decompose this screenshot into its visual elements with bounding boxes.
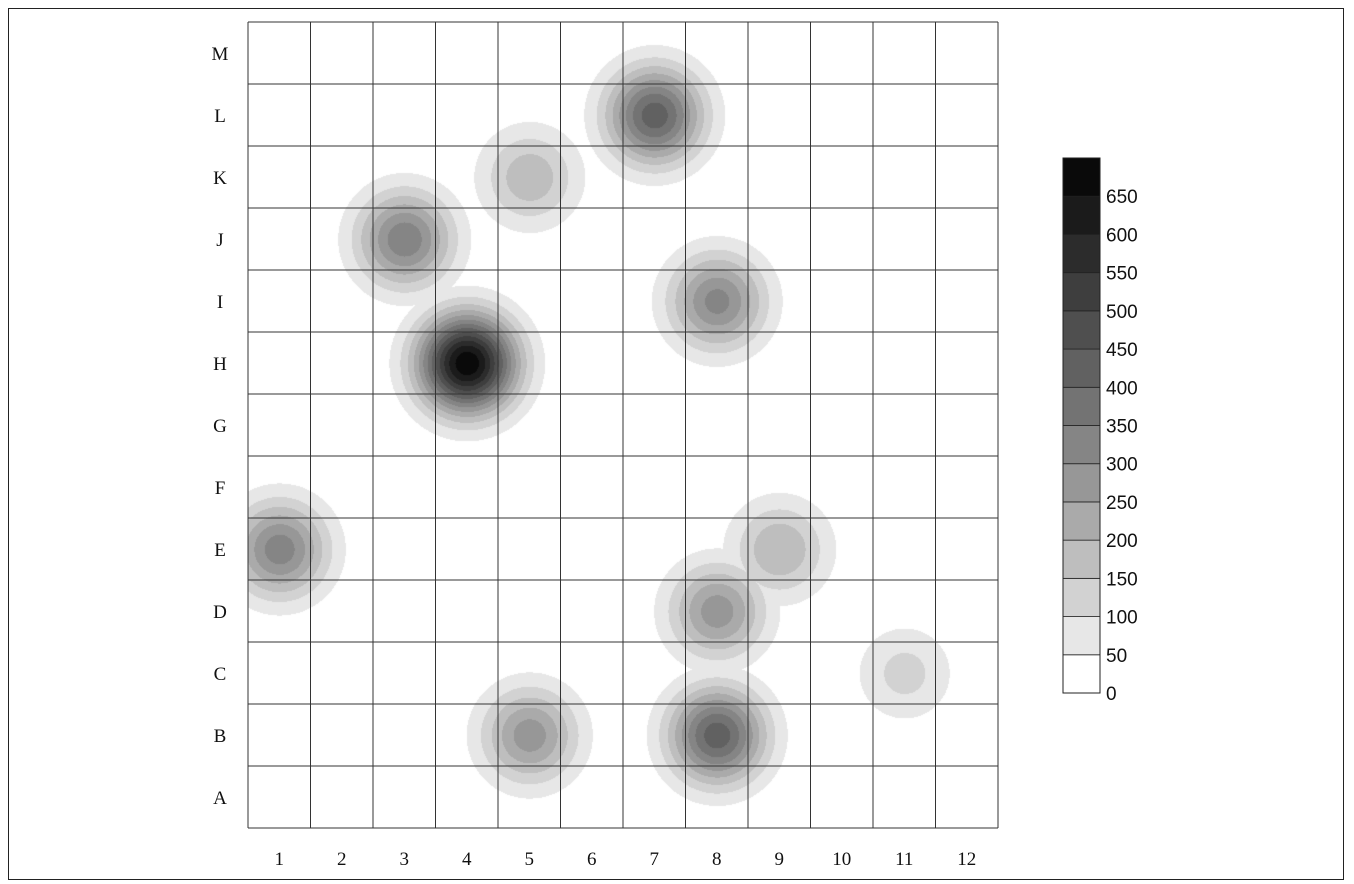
colorbar-band — [1062, 272, 1101, 312]
colorbar-band — [1062, 234, 1101, 274]
column-label: 12 — [957, 849, 976, 870]
colorbar-band — [1062, 654, 1101, 694]
column-label: 2 — [337, 849, 347, 870]
column-label: 10 — [832, 849, 851, 870]
colorbar-tick-label: 150 — [1106, 569, 1138, 590]
colorbar-tick-label: 350 — [1106, 417, 1138, 438]
column-label: 5 — [525, 849, 535, 870]
colorbar-tick-label: 600 — [1106, 225, 1138, 246]
colorbar-band — [1062, 348, 1101, 388]
colorbar-tick-label: 550 — [1106, 264, 1138, 285]
colorbar-band — [1062, 501, 1101, 541]
colorbar-tick-label: 250 — [1106, 493, 1138, 514]
column-label: 7 — [650, 849, 660, 870]
row-label: B — [214, 726, 227, 747]
colorbar-band — [1062, 386, 1101, 426]
row-label: J — [216, 230, 223, 251]
colorbar-band — [1062, 463, 1101, 503]
colorbar-band — [1062, 577, 1101, 617]
colorbar-band — [1062, 310, 1101, 350]
colorbar-band — [1062, 616, 1101, 656]
row-label: L — [214, 106, 226, 127]
column-label: 6 — [587, 849, 597, 870]
colorbar-tick-label: 450 — [1106, 340, 1138, 361]
row-label: M — [212, 44, 229, 65]
grid — [247, 21, 999, 829]
colorbar-band — [1062, 195, 1101, 235]
colorbar-tick-label: 400 — [1106, 378, 1138, 399]
column-label: 1 — [275, 849, 285, 870]
row-label: G — [213, 416, 227, 437]
colorbar-tick-label: 200 — [1106, 531, 1138, 552]
colorbar-band — [1062, 539, 1101, 579]
row-label: D — [213, 602, 227, 623]
row-labels: M L K J I H G F E D C B A — [212, 44, 229, 809]
row-label: F — [215, 478, 226, 499]
colorbar-tick-label: 500 — [1106, 302, 1138, 323]
column-label: 8 — [712, 849, 722, 870]
colorbar-band — [1062, 425, 1101, 465]
column-label: 3 — [400, 849, 410, 870]
row-label: I — [217, 292, 223, 313]
column-labels: 1 2 3 4 5 6 7 8 9 10 11 12 — [275, 849, 977, 870]
row-label: C — [214, 664, 227, 685]
colorbar-outline — [1062, 157, 1101, 694]
column-label: 11 — [895, 849, 913, 870]
row-label: H — [213, 354, 227, 375]
row-label: A — [213, 788, 227, 809]
colorbar-tick-label: 650 — [1106, 187, 1138, 208]
row-label: K — [213, 168, 227, 189]
colorbar-tick-label: 300 — [1106, 455, 1138, 476]
colorbar-tick-label: 100 — [1106, 608, 1138, 629]
row-label: E — [214, 540, 226, 561]
colorbar-band — [1062, 157, 1101, 197]
column-label: 4 — [462, 849, 472, 870]
colorbar-tick-label: 50 — [1106, 646, 1127, 667]
colorbar: 0 50 100 150 200 250 300 350 400 450 500 550 600 650 — [1062, 157, 1138, 705]
colorbar-tick-label: 0 — [1106, 684, 1117, 705]
column-label: 9 — [775, 849, 785, 870]
